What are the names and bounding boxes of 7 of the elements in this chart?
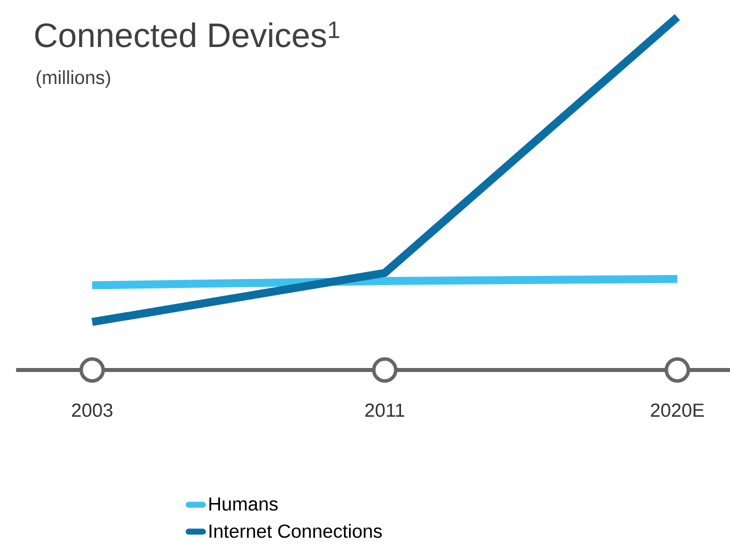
legend-label: Humans xyxy=(209,497,278,511)
x-tick-label: 2011 xyxy=(365,403,404,417)
legend-label: Internet Connections xyxy=(210,524,382,538)
x-tick-label: 2003 xyxy=(72,403,112,417)
x-tick-label: 2020E xyxy=(650,403,704,417)
text: (millions) xyxy=(36,70,110,88)
chart-title: Connected Devices$^{1}$ xyxy=(35,22,340,48)
